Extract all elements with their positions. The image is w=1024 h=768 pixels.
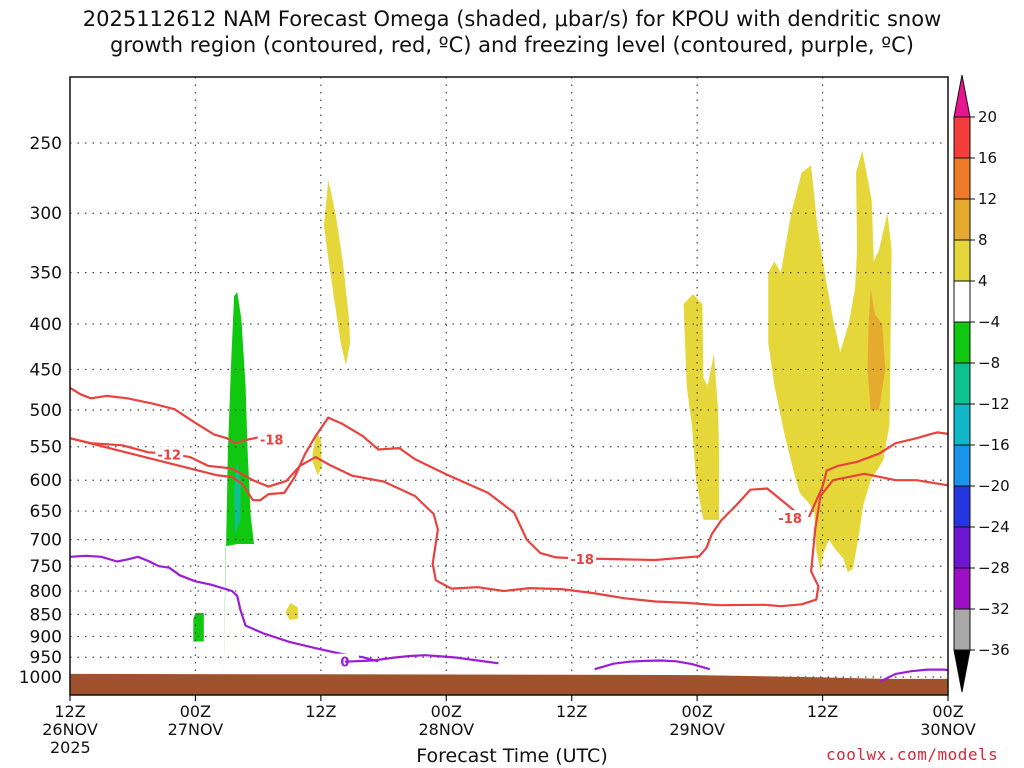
omega-region-8 (867, 288, 886, 410)
contour-line-3 (807, 431, 949, 518)
credit-text: coolwx.com/models (826, 745, 999, 764)
contour-line-5 (344, 654, 499, 665)
colorbar-swatch-12 (953, 567, 971, 610)
y-tick-label-500: 500 (30, 401, 62, 421)
colorbar-label-12: −32 (978, 600, 1010, 618)
y-tick-label-250: 250 (30, 134, 62, 154)
colorbar-top-arrow (953, 74, 971, 118)
x-tick-label-60-1: 29NOV (669, 720, 725, 739)
y-tick-label-750: 750 (30, 557, 62, 577)
colorbar-swatch-7 (953, 362, 971, 405)
colorbar-swatch-10 (953, 485, 971, 528)
colorbar-swatch-6 (953, 321, 971, 364)
x-tick-label-72-0: 12Z (807, 702, 838, 721)
colorbar-swatch-13 (953, 608, 971, 651)
contour-label-0: -12 (158, 448, 182, 463)
colorbar-label-13: −36 (978, 641, 1010, 659)
x-tick-label-12-1: 27NOV (168, 720, 224, 739)
chart-title-line2: growth region (contoured, red, ºC) and f… (110, 33, 914, 57)
y-tick-label-600: 600 (30, 471, 62, 491)
omega-region-2 (193, 613, 204, 642)
omega-region-5 (285, 602, 298, 620)
y-tick-label-800: 800 (30, 582, 62, 602)
colorbar-swatch-4 (953, 239, 971, 282)
x-tick-label-12-0: 00Z (180, 702, 211, 721)
colorbar-swatch-1 (953, 116, 971, 159)
colorbar-swatch-8 (953, 403, 971, 446)
contour-line-0 (69, 437, 949, 608)
y-tick-label-350: 350 (30, 264, 62, 284)
x-tick-label-24-0: 12Z (305, 702, 336, 721)
colorbar-label-1: 16 (978, 149, 997, 167)
x-axis-title: Forecast Time (UTC) (416, 745, 608, 767)
contour-label-bg-3 (776, 510, 805, 527)
contour-line-6 (594, 659, 711, 671)
y-tick-label-650: 650 (30, 502, 62, 522)
contour-label-bg-0 (155, 446, 184, 463)
x-tick-label-36-1: 28NOV (418, 720, 474, 739)
x-tick-label-84-0: 00Z (932, 702, 963, 721)
colorbar-swatch-11 (953, 526, 971, 569)
omega-region-6 (683, 294, 720, 520)
contour-line-4 (69, 554, 379, 663)
contour-label-bg-4 (330, 653, 359, 670)
colorbar-label-4: 4 (978, 272, 988, 290)
contour-label-4: 0 (340, 656, 349, 671)
colorbar-label-6: −8 (978, 354, 1000, 372)
colorbar-bottom-arrow (953, 649, 971, 693)
contour-label-bg-1 (257, 431, 286, 448)
x-tick-label-0-2: 2025 (50, 738, 91, 757)
contour-label-2: -18 (570, 553, 594, 568)
x-tick-label-48-0: 12Z (556, 702, 587, 721)
plot-frame (69, 76, 949, 696)
y-tick-label-850: 850 (30, 605, 62, 625)
colorbar-label-3: 8 (978, 231, 988, 249)
x-tick-label-36-0: 00Z (431, 702, 462, 721)
contour-line-1 (69, 386, 262, 445)
chart-title: 2025112612 NAM Forecast Omega (shaded, μ… (0, 6, 1024, 58)
colorbar-swatch-9 (953, 444, 971, 487)
colorbar-label-5: −4 (978, 313, 1000, 331)
contour-line-2 (69, 416, 803, 562)
colorbar-label-10: −24 (978, 518, 1010, 536)
omega-region-4 (312, 432, 322, 476)
ground-fill (70, 673, 948, 695)
y-tick-label-550: 550 (30, 438, 62, 458)
contour-line-7 (879, 668, 949, 683)
omega-region-3 (324, 179, 351, 366)
colorbar-swatch-5 (953, 280, 971, 323)
x-tick-label-0-0: 12Z (54, 702, 85, 721)
colorbar-label-8: −16 (978, 436, 1010, 454)
y-tick-label-900: 900 (30, 627, 62, 647)
contour-label-1: -18 (260, 434, 284, 449)
colorbar-label-7: −12 (978, 395, 1010, 413)
y-tick-label-700: 700 (30, 531, 62, 551)
y-tick-label-1000: 1000 (19, 668, 62, 688)
x-tick-label-0-1: 26NOV (42, 720, 98, 739)
chart-title-line1: 2025112612 NAM Forecast Omega (shaded, μ… (82, 7, 942, 31)
contour-label-3: -18 (778, 512, 802, 527)
colorbar-label-9: −20 (978, 477, 1010, 495)
x-tick-label-84-1: 30NOV (920, 720, 976, 739)
y-tick-label-400: 400 (30, 315, 62, 335)
colorbar-label-11: −28 (978, 559, 1010, 577)
colorbar-swatch-3 (953, 198, 971, 241)
colorbar-label-2: 12 (978, 190, 997, 208)
colorbar-swatch-2 (953, 157, 971, 200)
y-tick-label-300: 300 (30, 204, 62, 224)
omega-region-7 (768, 150, 892, 573)
y-tick-label-950: 950 (30, 648, 62, 668)
x-tick-label-60-0: 00Z (681, 702, 712, 721)
y-tick-label-450: 450 (30, 360, 62, 380)
contour-label-bg-2 (568, 550, 597, 567)
colorbar-label-0: 20 (978, 108, 997, 126)
